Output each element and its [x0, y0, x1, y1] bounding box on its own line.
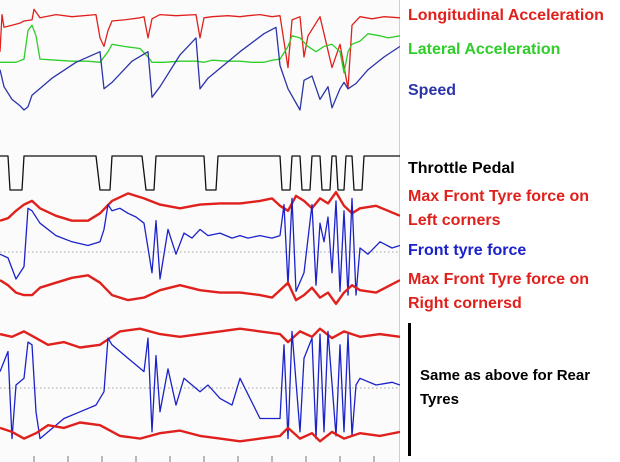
series-line-max-rear-tyre-force-on-left-corners: [0, 327, 400, 349]
series-line-max-rear-tyre-force-on-right-corners: [0, 421, 400, 443]
legend-max-front-right-line1: Max Front Tyre force on: [408, 271, 590, 288]
rear-tyres-bracket: [408, 323, 411, 456]
legend-throttle-pedal: Throttle Pedal: [408, 160, 515, 177]
series-line-lateral-acceleration: [0, 24, 400, 74]
series-line-throttle-pedal: [0, 155, 400, 191]
legend-front-tyre-force: Front tyre force: [408, 242, 527, 259]
series-line-max-front-tyre-force-on-right-cornersd: [0, 274, 400, 305]
legend-max-front-right-line2: Right cornersd: [408, 295, 522, 312]
legend-max-front-left-line1: Max Front Tyre force on: [408, 188, 590, 205]
legend-max-front-left-line2: Left corners: [408, 212, 501, 229]
series-line-max-front-tyre-force-on-left-corners: [0, 190, 400, 222]
legend-speed: Speed: [408, 82, 457, 99]
series-line-longitudinal-acceleration: [0, 8, 400, 90]
telemetry-plot-area: [0, 0, 400, 462]
legend-max-front-left: Max Front Tyre force on Left corners: [408, 185, 589, 233]
legend-lateral-acceleration: Lateral Acceleration: [408, 41, 561, 58]
telemetry-chart: [0, 8, 400, 462]
series-line-speed: [0, 26, 400, 111]
series-line-front-tyre-force: [0, 197, 400, 296]
series-line-rear-tyre-force: [0, 330, 400, 440]
legend-longitudinal-acceleration: Longitudinal Acceleration: [408, 7, 604, 24]
legend-max-front-right: Max Front Tyre force on Right cornersd: [408, 268, 589, 316]
rear-tyres-note: Same as above for Rear Tyres: [420, 367, 591, 408]
